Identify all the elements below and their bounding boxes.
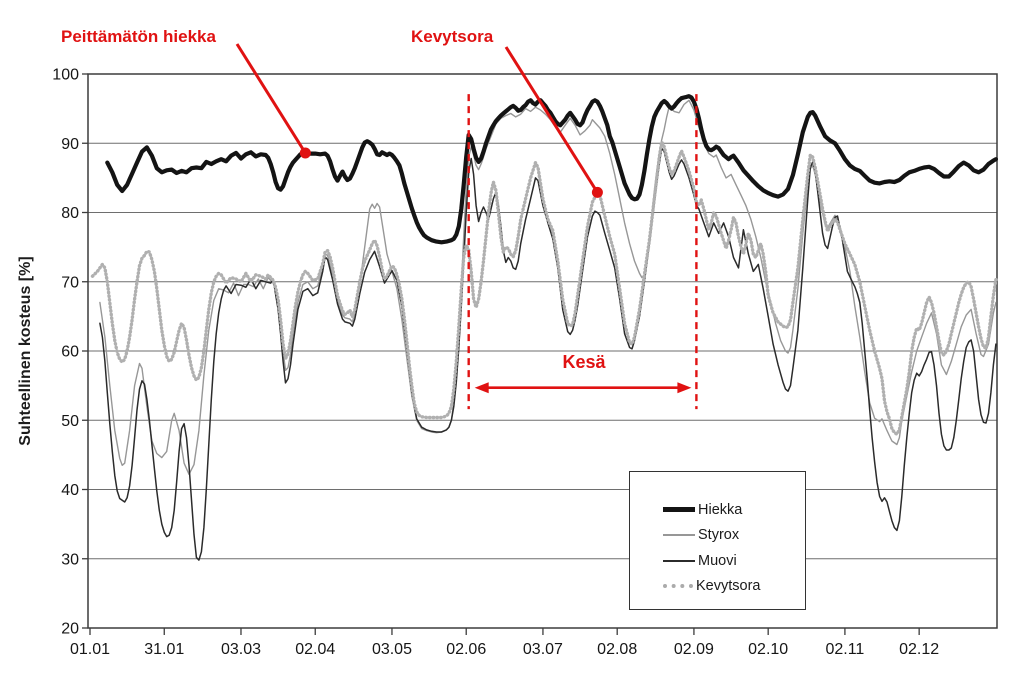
series-kevytsora-line (90, 140, 998, 436)
muovi-line-sample-icon (663, 559, 695, 562)
legend-box: Hiekka Styrox Muovi Kevytsora (629, 471, 806, 610)
uncovered-sand-arrow-line (235, 43, 307, 154)
legend-label-hiekka: Hiekka (698, 501, 743, 518)
kevytsora-arrow-line (504, 46, 599, 194)
x-tick-label-11: 02.12 (899, 641, 939, 658)
y-tick-label-90: 90 (61, 136, 79, 153)
series-hiekka-line (105, 94, 998, 245)
y-axis-title: Suhteellinen kosteus [%] (17, 256, 34, 446)
x-tick-label-10: 02.11 (825, 641, 864, 658)
summer-arrow-left-head (474, 382, 489, 394)
y-tick-label-70: 70 (61, 274, 79, 291)
kevytsora-dot (591, 186, 603, 198)
legend-item-kevytsora: Kevytsora (663, 574, 801, 600)
annotation-uncovered-sand-label: Peittämätön hiekka (61, 27, 216, 46)
y-tick-label-30: 30 (61, 551, 79, 568)
x-tick-label-0: 01.01 (70, 641, 110, 658)
series-muovi-line (99, 147, 997, 561)
y-tick-label-50: 50 (61, 413, 79, 430)
legend-label-muovi: Muovi (698, 552, 737, 569)
x-tick-label-8: 02.09 (674, 641, 714, 658)
x-tick-label-7: 02.08 (597, 641, 637, 658)
legend-label-styrox: Styrox (698, 527, 740, 544)
annotation-summer-label: Kesä (562, 352, 606, 372)
legend-item-hiekka: Hiekka (663, 497, 801, 523)
legend-label-kevytsora: Kevytsora (696, 578, 761, 595)
x-tick-label-6: 03.07 (523, 641, 563, 658)
y-tick-label-20: 20 (61, 621, 79, 638)
y-tick-label-40: 40 (61, 482, 79, 499)
legend-item-muovi: Muovi (663, 548, 801, 574)
kevytsora-line-sample-icon (663, 584, 693, 589)
x-tick-label-5: 02.06 (446, 641, 486, 658)
y-tick-label-60: 60 (61, 344, 79, 361)
y-tick-label-80: 80 (61, 205, 79, 222)
styrox-line-sample-icon (663, 534, 695, 537)
uncovered-sand-dot (299, 147, 311, 159)
x-tick-label-3: 02.04 (295, 641, 335, 658)
summer-arrow-right-head (677, 382, 692, 394)
annotation-kevytsora-label: Kevytsora (411, 27, 494, 46)
x-tick-label-9: 02.10 (748, 641, 788, 658)
x-tick-label-2: 03.03 (221, 641, 261, 658)
hiekka-line-sample-icon (663, 507, 695, 513)
legend-item-styrox: Styrox (663, 523, 801, 549)
x-tick-label-4: 03.05 (372, 641, 412, 658)
y-tick-label-100: 100 (52, 67, 79, 84)
x-tick-label-1: 31.01 (144, 641, 184, 658)
